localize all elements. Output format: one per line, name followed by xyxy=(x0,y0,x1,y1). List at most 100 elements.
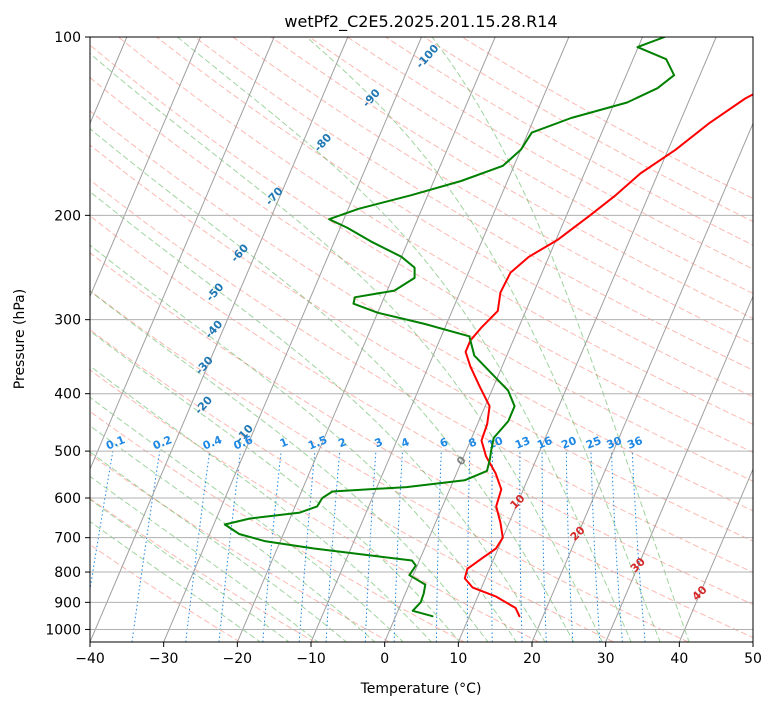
x-tick-label: −10 xyxy=(296,651,326,667)
mixing-ratio-label: 0.4 xyxy=(201,433,224,452)
moist-adiabat-line xyxy=(90,396,404,642)
y-tick-label: 800 xyxy=(54,565,81,581)
mixing-ratio-line xyxy=(590,451,601,642)
dry-adiabat-line xyxy=(90,543,241,642)
y-tick-label: 100 xyxy=(54,30,81,46)
dewpoint-profile-line xyxy=(223,37,676,618)
y-tick-label: 400 xyxy=(54,387,81,403)
dry-adiabat-line xyxy=(270,37,753,320)
mixing-ratio-line xyxy=(364,451,377,642)
isotherm-line xyxy=(90,37,349,642)
isotherm-label: 0 xyxy=(454,453,469,468)
x-tick-label: 30 xyxy=(597,651,615,667)
dry-adiabat-line xyxy=(118,37,753,425)
mixing-ratio-label: 0.2 xyxy=(151,433,174,452)
dry-adiabat-line xyxy=(90,329,614,642)
moist-adiabat-line xyxy=(90,475,319,642)
x-axis: −40 −30 −20 −10 0 10 20 30 40 50 xyxy=(75,642,762,667)
isotherm-line xyxy=(605,295,753,642)
y-tick-label: 900 xyxy=(54,595,81,611)
x-tick-label: 0 xyxy=(380,651,389,667)
mixing-ratio-label: 30 xyxy=(605,434,624,452)
mixing-ratio-labels: 0.1 0.2 0.4 0.6 1 1.5 2 3 4 6 8 10 13 16 20 25 30 36 xyxy=(104,433,645,452)
background-lines xyxy=(90,37,753,642)
dry-adiabat-line xyxy=(90,110,753,512)
mixing-ratio-line xyxy=(491,451,494,642)
dry-adiabat-line xyxy=(90,44,753,453)
isotherm-line xyxy=(531,122,753,642)
dry-adiabat-label: -70 xyxy=(263,184,286,208)
moist-adiabat-line xyxy=(306,37,661,642)
mixing-ratio-line xyxy=(218,451,241,642)
temperature-profile-line xyxy=(463,93,753,618)
plot-frame xyxy=(89,36,754,643)
y-tick-label: 200 xyxy=(54,208,81,224)
mixing-ratio-line xyxy=(631,451,646,642)
profiles xyxy=(223,37,753,618)
x-tick-label: −40 xyxy=(75,651,105,667)
mixing-ratio-label: 20 xyxy=(559,434,578,452)
dry-adiabat-line xyxy=(90,76,753,482)
dry-adiabat-line xyxy=(194,37,753,371)
isotherm-line xyxy=(236,37,496,642)
moist-adiabat-line xyxy=(90,128,575,642)
dry-adiabat-line xyxy=(90,410,465,642)
mixing-ratio-line xyxy=(611,451,623,642)
y-tick-label: 1000 xyxy=(45,622,81,638)
dry-adiabat-line xyxy=(156,37,753,398)
mixing-ratio-label: 16 xyxy=(535,434,554,452)
moist-adiabat-line xyxy=(90,451,348,642)
dry-adiabat-line xyxy=(90,369,540,642)
dry-adiabat-line xyxy=(90,215,753,606)
moist-adiabat-line xyxy=(431,37,690,642)
y-tick-label: 300 xyxy=(54,313,81,329)
plot-area: 0.1 0.2 0.4 0.6 1 1.5 2 3 4 6 8 10 13 16 20 25 30 36 -100… xyxy=(90,37,753,642)
chart-title: wetPf2_C2E5.2025.201.15.28.R14 xyxy=(284,12,557,32)
x-tick-label: 40 xyxy=(670,651,688,667)
moist-adiabat-line xyxy=(90,290,489,642)
mixing-ratio-label: 1 xyxy=(278,435,290,450)
dry-adiabat-label: -30 xyxy=(193,354,216,378)
y-axis: 100 200 300 400 500 600 700 800 900 1000 xyxy=(45,30,90,638)
x-tick-label: −30 xyxy=(149,651,179,667)
dry-adiabat-line xyxy=(232,37,753,345)
isotherm-label: 10 xyxy=(508,492,528,512)
moist-adiabat-line xyxy=(90,520,262,642)
dry-adiabat-line xyxy=(90,252,753,639)
isotherm-line xyxy=(752,640,753,642)
dry-adiabat-line xyxy=(90,290,689,642)
dry-adiabat-label: -50 xyxy=(203,280,226,304)
mixing-ratio-label: 8 xyxy=(467,435,479,450)
dry-adiabat-line xyxy=(90,144,753,542)
isotherm-label: 40 xyxy=(690,583,710,603)
x-tick-label: 20 xyxy=(523,651,541,667)
mixing-ratio-label: 25 xyxy=(584,434,603,452)
dry-adiabat-label: -20 xyxy=(192,393,215,417)
dry-adiabat-labels: -100-90-80-70-60-50-40-30-20-10 xyxy=(192,42,442,446)
dry-adiabat-line xyxy=(461,37,753,200)
mixing-ratio-line xyxy=(90,451,114,593)
y-tick-label: 600 xyxy=(54,491,81,507)
mixing-ratio-label: 36 xyxy=(625,434,644,452)
isotherm-line xyxy=(678,467,753,642)
moist-adiabat-line xyxy=(177,37,632,642)
moist-adiabat-line xyxy=(90,330,461,642)
y-tick-label: 500 xyxy=(54,444,81,460)
isotherm-line xyxy=(310,37,570,642)
dry-adiabat-line xyxy=(423,37,753,223)
y-axis-label: Pressure (hPa) xyxy=(12,289,28,389)
isotherm-line xyxy=(457,37,717,642)
isotherm-line xyxy=(90,37,275,471)
mixing-ratio-label: 2 xyxy=(336,435,348,450)
mixing-ratio-label: 3 xyxy=(373,435,385,450)
mixing-ratio-line xyxy=(262,451,282,642)
mixing-ratio-line xyxy=(298,451,316,642)
dry-adiabat-line xyxy=(90,179,753,573)
isotherm-label: 20 xyxy=(568,523,588,543)
mixing-ratio-label: 10 xyxy=(486,434,505,452)
y-tick-label: 700 xyxy=(54,531,81,547)
moist-adiabat-line xyxy=(90,244,518,642)
moist-adiabat-line xyxy=(90,425,376,642)
isotherm-line xyxy=(163,37,422,642)
